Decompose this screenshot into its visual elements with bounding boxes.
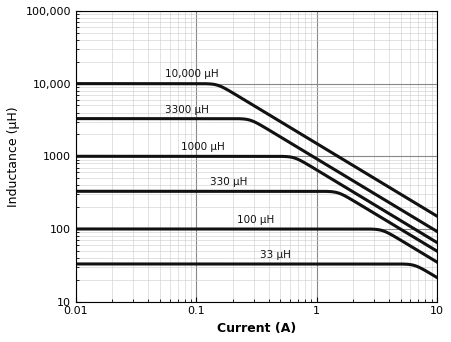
Text: 330 μH: 330 μH (210, 177, 247, 187)
Text: 10,000 μH: 10,000 μH (165, 69, 219, 79)
X-axis label: Current (A): Current (A) (217, 322, 296, 335)
Text: 1000 μH: 1000 μH (181, 142, 225, 153)
Text: 100 μH: 100 μH (238, 215, 275, 225)
Y-axis label: Inductance (μH): Inductance (μH) (7, 106, 20, 207)
Text: 3300 μH: 3300 μH (165, 105, 209, 115)
Text: 33 μH: 33 μH (260, 250, 291, 260)
